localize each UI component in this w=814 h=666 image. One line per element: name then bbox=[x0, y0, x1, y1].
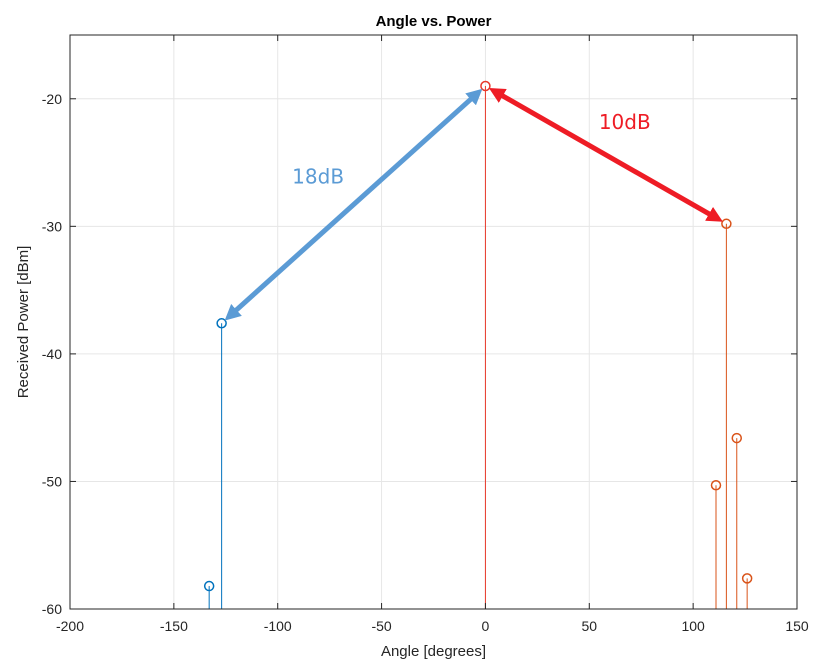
stem-marker bbox=[710, 480, 722, 491]
x-tick-label: -200 bbox=[56, 618, 84, 634]
x-tick-label: 100 bbox=[681, 618, 705, 634]
annotation-arrow bbox=[488, 88, 723, 222]
x-tick-label: -50 bbox=[371, 618, 391, 634]
axes-box bbox=[69, 34, 798, 610]
x-tick-label: 50 bbox=[581, 618, 597, 634]
grid bbox=[69, 35, 798, 610]
annotation-label: 10dB bbox=[599, 110, 651, 134]
x-tick-label: 150 bbox=[785, 618, 809, 634]
y-tick-label: -30 bbox=[42, 218, 62, 234]
x-tick-label: 0 bbox=[482, 618, 490, 634]
y-tick-label: -60 bbox=[42, 601, 62, 617]
x-axis-label: Angle [degrees] bbox=[381, 643, 486, 660]
stem-marker bbox=[203, 580, 215, 592]
axes: -200 -150 -100 -50 0 50 100 150 -20 -30 -40 -50 -60 bbox=[42, 34, 809, 634]
data-layer bbox=[203, 80, 753, 609]
x-tick-label: -100 bbox=[264, 618, 292, 634]
y-tick-label: -40 bbox=[42, 346, 62, 362]
x-tick-label: -150 bbox=[160, 618, 188, 634]
y-axis-label: Received Power [dBm] bbox=[15, 246, 32, 399]
stem-marker bbox=[216, 318, 227, 329]
stem-marker bbox=[721, 218, 732, 230]
stem-marker bbox=[741, 573, 753, 584]
stem-marker bbox=[731, 432, 743, 444]
y-tick-label: -50 bbox=[42, 473, 62, 489]
stem-marker bbox=[480, 80, 491, 92]
annotation-arrow bbox=[224, 88, 483, 321]
annotation-label: 18dB bbox=[292, 164, 344, 188]
chart-title: Angle vs. Power bbox=[376, 13, 492, 30]
plot-area bbox=[70, 35, 797, 609]
annotations: 18dB 10dB bbox=[224, 88, 723, 321]
y-tick-label: -20 bbox=[42, 91, 62, 107]
